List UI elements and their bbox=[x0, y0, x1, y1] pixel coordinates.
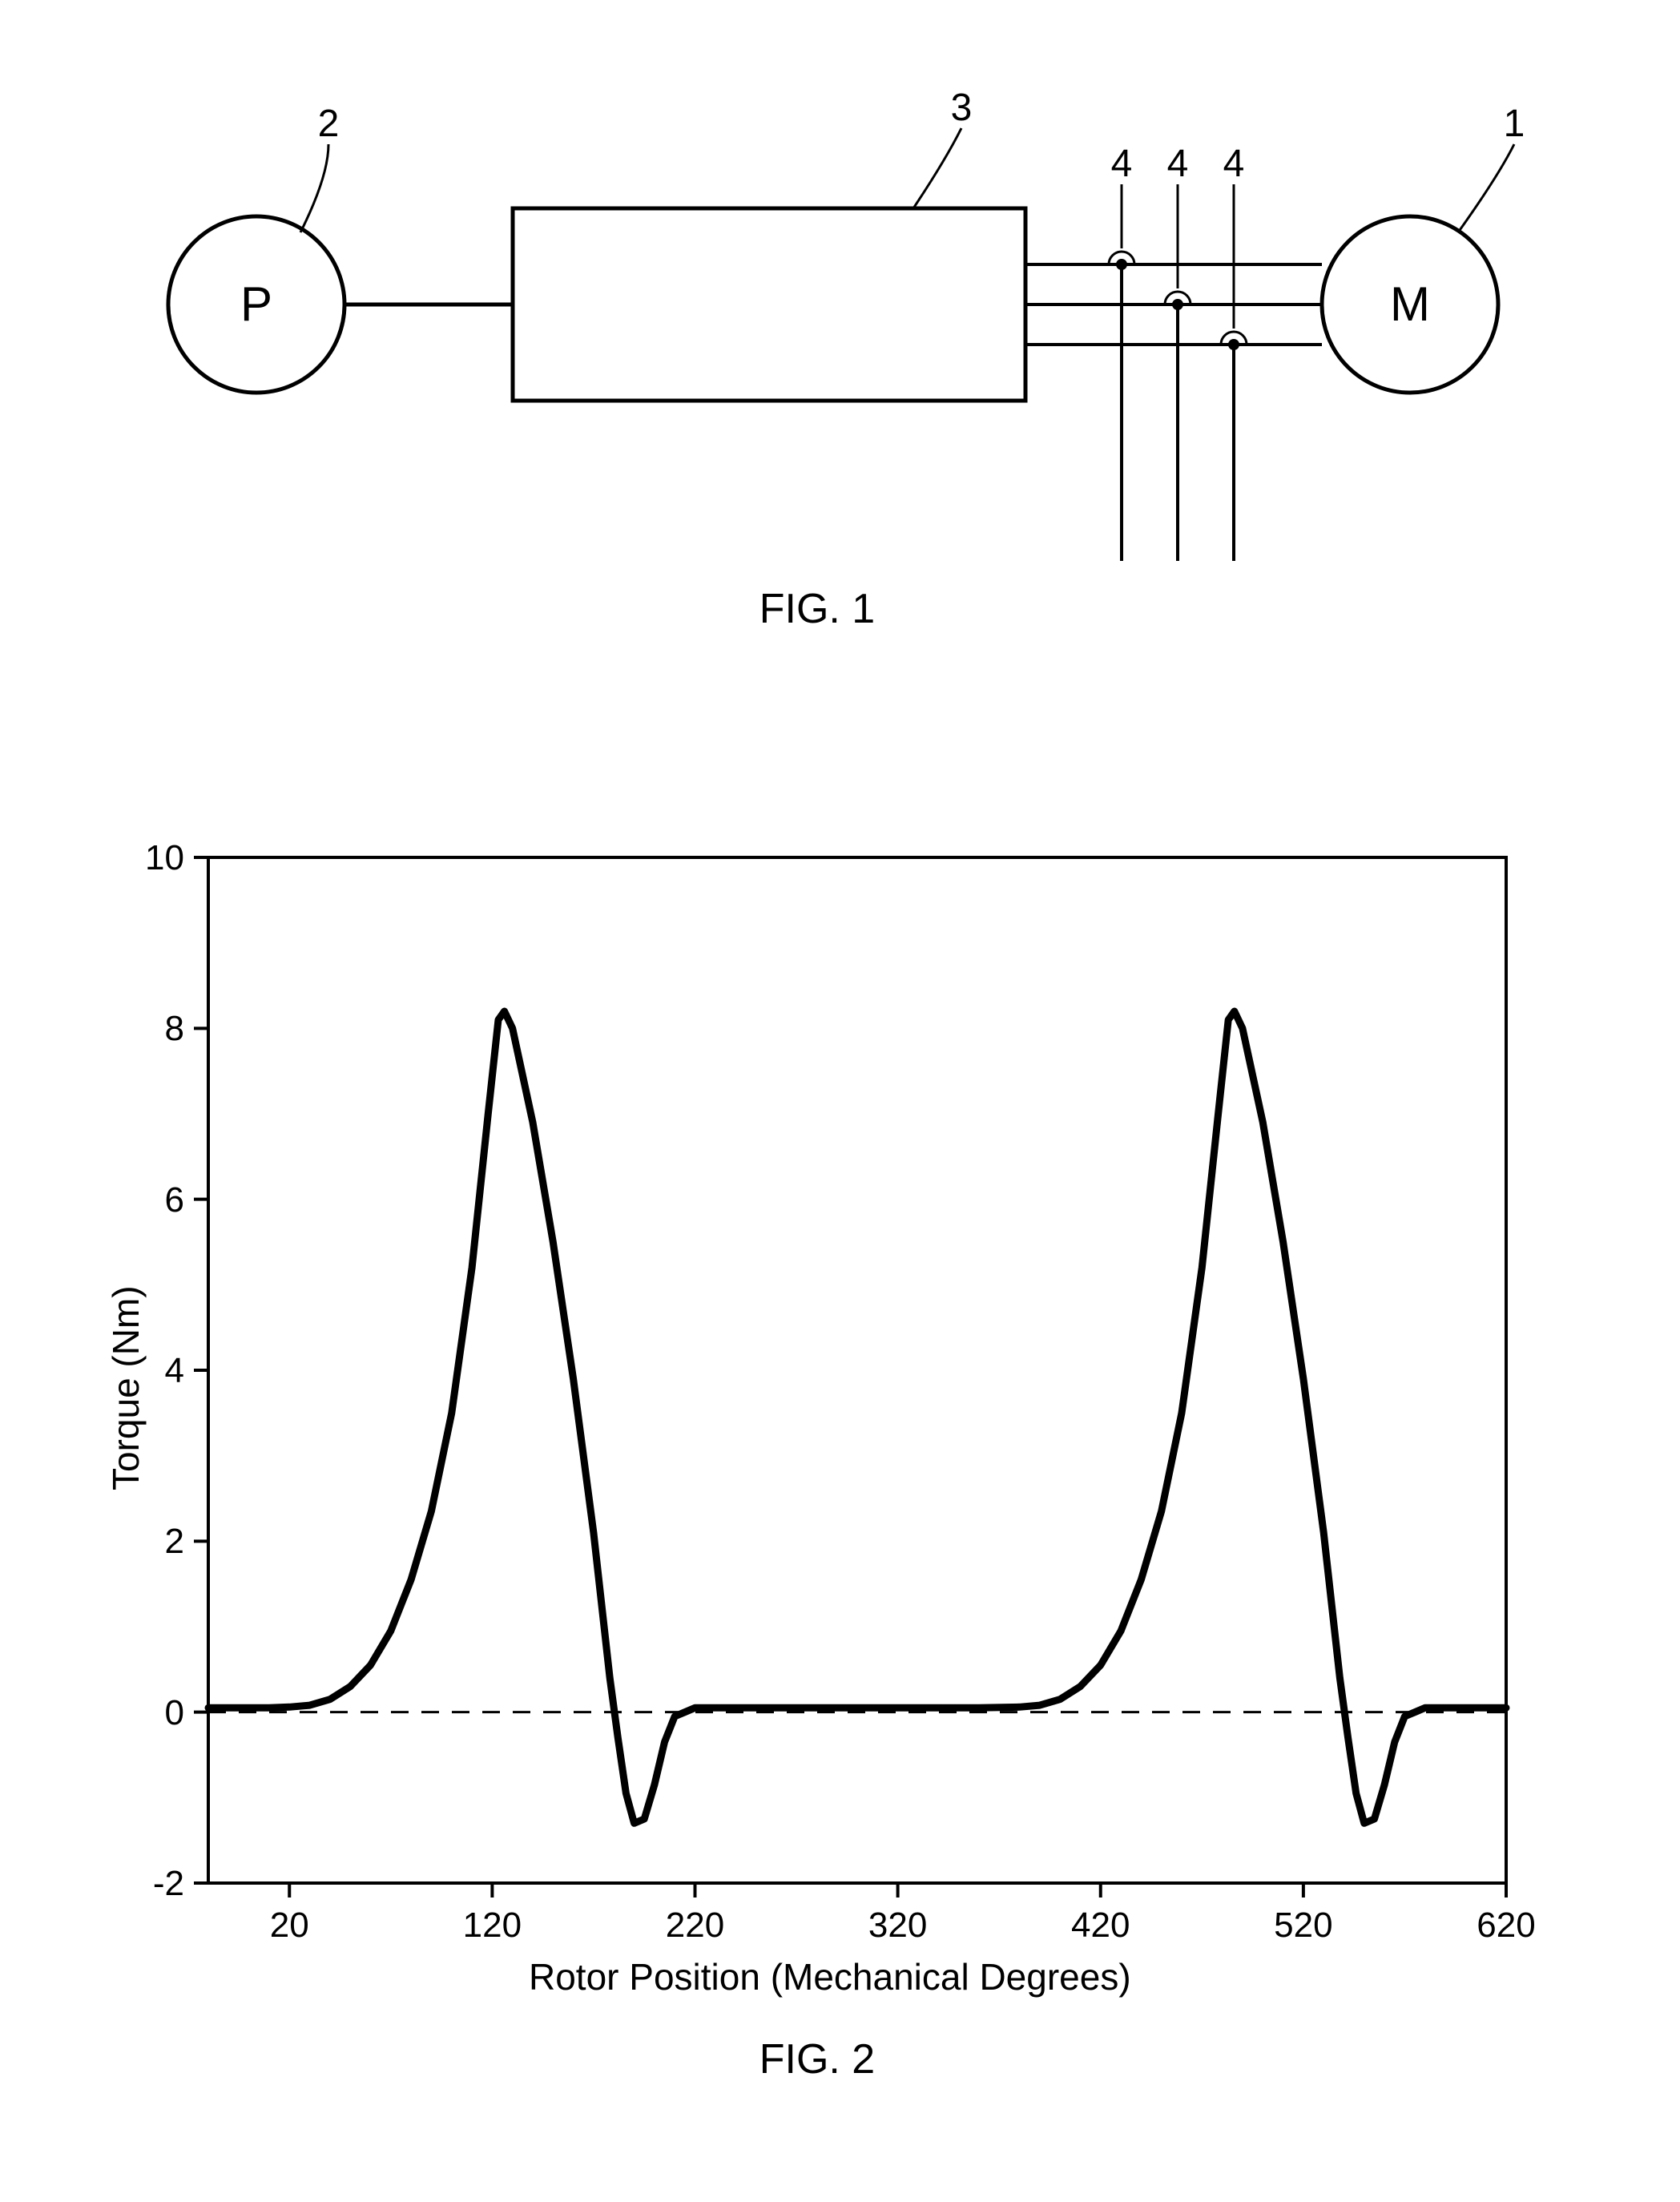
ytick-label: 4 bbox=[128, 1351, 184, 1391]
page: P23444M1 FIG. 1 Torque (Nm) Rotor Positi… bbox=[0, 0, 1680, 2202]
ref-4-1: 4 bbox=[1167, 143, 1189, 185]
ref-3: 3 bbox=[951, 87, 973, 129]
xtick-label: 20 bbox=[257, 1906, 321, 1946]
xtick-label: 320 bbox=[866, 1906, 930, 1946]
ytick-label: 6 bbox=[128, 1180, 184, 1220]
leader-box bbox=[913, 128, 961, 208]
xtick-label: 220 bbox=[663, 1906, 727, 1946]
fig2-xlabel: Rotor Position (Mechanical Degrees) bbox=[529, 1955, 1131, 1998]
ref-4-2: 4 bbox=[1223, 143, 1245, 185]
ytick-label: 10 bbox=[128, 838, 184, 878]
node-p-label: P bbox=[240, 277, 272, 331]
node-m-label: M bbox=[1390, 277, 1430, 331]
fig1-diagram: P23444M1 bbox=[0, 0, 1680, 641]
fig2-label: FIG. 2 bbox=[705, 2035, 929, 2083]
fig2-chart bbox=[0, 801, 1680, 2083]
ytick-label: 2 bbox=[128, 1522, 184, 1562]
ref-2: 2 bbox=[318, 103, 340, 145]
ytick-label: -2 bbox=[128, 1864, 184, 1904]
node-box bbox=[513, 208, 1025, 401]
plot-box bbox=[208, 857, 1506, 1883]
ytick-label: 8 bbox=[128, 1009, 184, 1049]
fig1-label: FIG. 1 bbox=[705, 585, 929, 633]
xtick-label: 120 bbox=[460, 1906, 524, 1946]
xtick-label: 420 bbox=[1069, 1906, 1133, 1946]
xtick-label: 520 bbox=[1271, 1906, 1336, 1946]
ref-1: 1 bbox=[1504, 103, 1525, 145]
leader-p bbox=[300, 144, 328, 232]
xtick-label: 620 bbox=[1474, 1906, 1538, 1946]
leader-m bbox=[1458, 144, 1514, 232]
ref-4-0: 4 bbox=[1111, 143, 1133, 185]
ytick-label: 0 bbox=[128, 1693, 184, 1733]
